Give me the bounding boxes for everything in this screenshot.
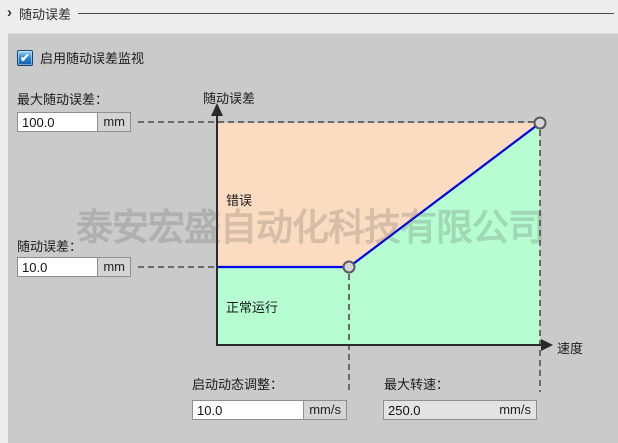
max-velocity-label: 最大转速： — [384, 377, 450, 392]
section-header: › 随动误差 — [0, 0, 618, 33]
y-axis-arrow-icon — [211, 103, 223, 116]
start-dynamic-adjustment-field: mm/s — [192, 400, 347, 420]
enable-monitoring-row: ✔ 启用随动误差监视 — [17, 48, 144, 67]
max-velocity-unit: mm/s — [494, 401, 536, 419]
following-error-input[interactable] — [18, 258, 98, 276]
x-axis-arrow-icon — [541, 339, 553, 351]
section-title[interactable]: 随动误差 — [19, 7, 72, 22]
max-velocity-input[interactable] — [384, 401, 495, 419]
enable-monitoring-checkbox[interactable]: ✔ — [17, 49, 33, 66]
max-following-error-field: mm — [17, 112, 131, 132]
max-velocity-field: mm/s — [383, 400, 537, 420]
enable-monitoring-label: 启用随动误差监视 — [40, 51, 145, 66]
max-following-error-unit: mm — [97, 113, 130, 131]
x-axis-label: 速度 — [557, 341, 584, 356]
normal-region-polygon — [218, 123, 540, 345]
following-error-unit: mm — [97, 258, 130, 276]
error-region-polygon — [218, 123, 540, 267]
start-dynamic-adjustment-label: 启动动态调整： — [192, 377, 284, 392]
following-error-field: mm — [17, 257, 131, 277]
max-following-error-label: 最大随动误差： — [17, 92, 109, 107]
start-dynamic-adjustment-unit: mm/s — [303, 401, 346, 419]
curve-max-handle[interactable] — [533, 116, 547, 130]
normal-region-label: 正常运行 — [226, 300, 279, 315]
header-rule — [78, 13, 614, 14]
max-following-error-input[interactable] — [18, 113, 98, 131]
y-axis-label: 随动误差 — [203, 91, 256, 106]
start-dynamic-adjustment-input[interactable] — [193, 401, 304, 419]
following-error-label: 随动误差： — [17, 239, 83, 254]
error-region-label: 错误 — [226, 193, 253, 208]
curve-breakpoint-handle[interactable] — [342, 260, 356, 274]
collapse-chevron-icon[interactable]: › — [7, 4, 12, 21]
